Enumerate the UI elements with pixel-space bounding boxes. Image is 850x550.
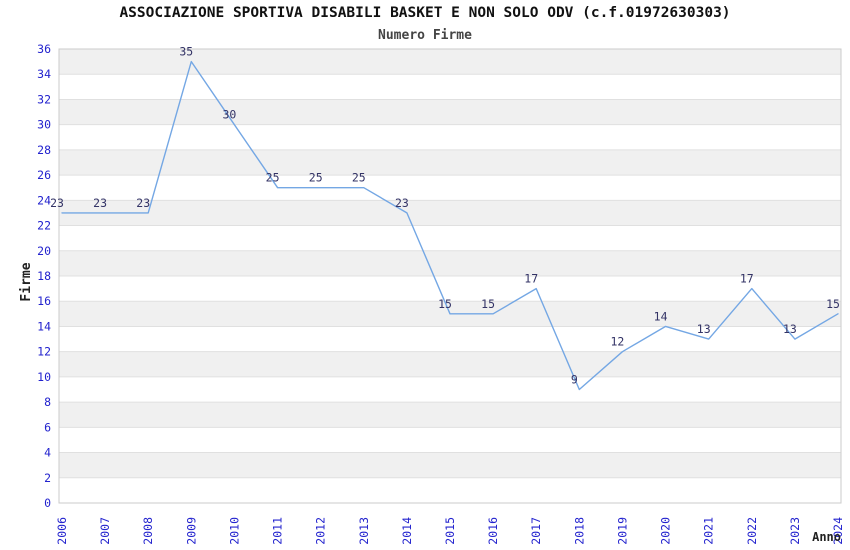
plot-border: [58, 48, 842, 504]
y-tick-label: 18: [37, 269, 51, 283]
x-tick-label: 2018: [572, 517, 586, 545]
grid-band: [59, 49, 841, 75]
grid-bands: [59, 49, 841, 478]
x-tick-label: 2013: [357, 517, 371, 545]
data-point-label: 9: [571, 373, 578, 387]
chart-line: [61, 60, 839, 391]
data-point-label: 17: [524, 272, 538, 286]
x-tick-label: 2012: [314, 517, 328, 545]
y-tick-label: 2: [44, 471, 51, 485]
x-tick-label: 2007: [98, 517, 112, 545]
x-tick-label: 2006: [55, 517, 69, 545]
x-tick-label: 2016: [486, 517, 500, 545]
grid-band: [59, 149, 841, 176]
data-point-label: 13: [783, 322, 797, 336]
data-point-label: 23: [93, 196, 107, 210]
y-tick-label: 20: [37, 244, 51, 258]
x-tick-label: 2022: [745, 517, 759, 545]
grid-band: [59, 402, 841, 428]
chart-subtitle: Numero Firme: [378, 28, 472, 43]
x-tick-label: 2020: [659, 517, 673, 545]
y-tick-label: 26: [37, 168, 51, 182]
x-tick-label: 2014: [400, 517, 414, 545]
data-point-label: 13: [697, 322, 711, 336]
x-tick-label: 2008: [141, 517, 155, 545]
grid-band: [59, 351, 841, 377]
data-point-label: 23: [136, 196, 150, 210]
data-point-label: 25: [309, 171, 323, 185]
x-tick-label: 2010: [227, 517, 241, 545]
y-tick-label: 14: [37, 319, 51, 333]
data-point-label: 12: [610, 335, 624, 349]
data-point-label: 17: [740, 272, 754, 286]
y-tick-label: 30: [37, 118, 51, 132]
y-axis-title: Firme: [19, 262, 34, 301]
data-point-label: 35: [179, 45, 193, 59]
x-tick-label: 2023: [788, 517, 802, 545]
data-point-label: 14: [654, 309, 668, 323]
y-tick-label: 10: [37, 370, 51, 384]
y-tick-label: 4: [44, 446, 51, 460]
data-point-labels: 23 23 23 35 30 25 25 25 23 15 15 17 9 12 14 13 17 13 15: [50, 45, 840, 387]
grid-band: [59, 200, 841, 226]
x-tick-label: 2024: [831, 517, 845, 545]
y-tick-label: 34: [37, 67, 51, 81]
grid-band: [59, 99, 841, 125]
y-tick-label: 12: [37, 345, 51, 359]
chart-line-group: [61, 60, 839, 391]
x-tick-label: 2017: [529, 517, 543, 545]
data-point-label: 25: [352, 171, 366, 185]
y-tick-label: 0: [44, 496, 51, 510]
data-point-label: 15: [481, 297, 495, 311]
y-tick-label: 22: [37, 219, 51, 233]
y-tick-label: 6: [44, 420, 51, 434]
data-point-label: 23: [50, 196, 64, 210]
y-tick-label: 24: [37, 193, 51, 207]
x-axis-tick-labels: 2006 2007 2008 2009 2010 2011 2012 2013 2014 2015…: [55, 517, 845, 545]
grid-band: [59, 250, 841, 276]
chart-title: ASSOCIAZIONE SPORTIVA DISABILI BASKET E …: [119, 5, 731, 21]
y-tick-label: 8: [44, 395, 51, 409]
grid-band: [59, 452, 841, 478]
data-point-label: 30: [222, 108, 236, 122]
x-tick-label: 2009: [184, 517, 198, 545]
y-tick-label: 28: [37, 143, 51, 157]
data-point-label: 15: [438, 297, 452, 311]
x-tick-label: 2019: [615, 517, 629, 545]
y-tick-label: 32: [37, 92, 51, 106]
data-point-label: 15: [826, 297, 840, 311]
x-axis-title: Anno: [812, 530, 841, 544]
y-tick-label: 16: [37, 294, 51, 308]
data-point-label: 23: [395, 196, 409, 210]
x-tick-label: 2021: [702, 517, 716, 545]
data-point-label: 25: [266, 171, 280, 185]
x-tick-label: 2011: [271, 517, 285, 545]
x-tick-label: 2015: [443, 517, 457, 545]
y-tick-label: 36: [37, 42, 51, 56]
gridlines: [59, 73, 841, 479]
